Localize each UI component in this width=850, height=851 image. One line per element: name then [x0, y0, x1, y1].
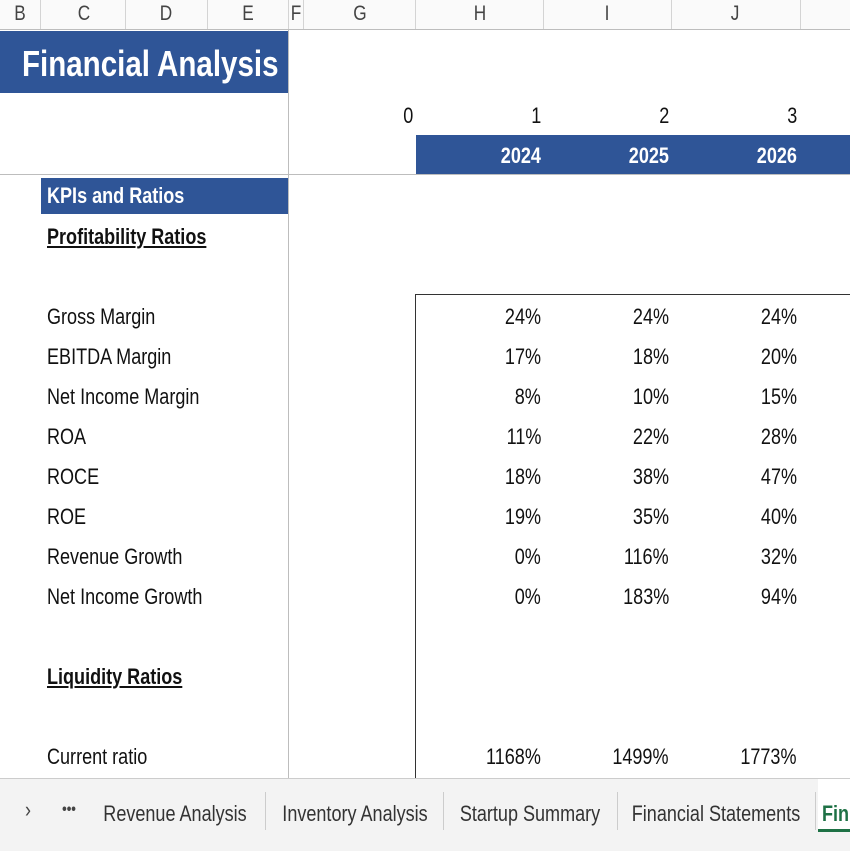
column-divider	[288, 30, 289, 778]
cell-value: 1499%	[612, 744, 669, 769]
sheet-tab[interactable]: Financial Statements	[631, 801, 801, 826]
cell-value: 28%	[760, 424, 797, 449]
tab-separator	[815, 792, 816, 830]
cell-value: 22%	[632, 424, 669, 449]
tab-separator	[443, 792, 444, 830]
cell-value: 47%	[760, 464, 797, 489]
cell-value: 24%	[504, 304, 541, 329]
column-header[interactable]: F	[290, 2, 302, 25]
column-header-bar	[0, 0, 850, 30]
column-header[interactable]: J	[730, 2, 740, 25]
cell-value: 18%	[632, 344, 669, 369]
table-border	[415, 294, 850, 785]
cell-value: 40%	[760, 504, 797, 529]
tab-separator	[265, 792, 266, 830]
tab-bar	[0, 778, 850, 851]
column-separator	[40, 0, 41, 29]
sheet-tab[interactable]: Inventory Analysis	[282, 801, 428, 826]
tab-separator	[617, 792, 618, 830]
cell-value: 94%	[760, 584, 797, 609]
column-separator	[800, 0, 801, 29]
cell-value: 0%	[514, 584, 541, 609]
column-separator	[207, 0, 208, 29]
column-header[interactable]: E	[242, 2, 254, 25]
header-rule	[0, 174, 850, 175]
period-index: 2	[658, 103, 669, 128]
row-label: Revenue Growth	[47, 544, 183, 569]
cell-value: 24%	[632, 304, 669, 329]
row-label: ROA	[47, 424, 87, 449]
section-band	[41, 178, 288, 214]
cell-value: 35%	[632, 504, 669, 529]
column-header[interactable]: B	[14, 2, 26, 25]
column-separator	[543, 0, 544, 29]
cell-value: 116%	[624, 544, 669, 569]
column-header[interactable]: D	[159, 2, 173, 25]
cell-value: 0%	[514, 544, 541, 569]
year-header: 2025	[628, 143, 669, 168]
column-separator	[125, 0, 126, 29]
cell-value: 38%	[632, 464, 669, 489]
year-band	[416, 135, 850, 175]
column-separator	[671, 0, 672, 29]
cell-value: 32%	[760, 544, 797, 569]
period-index: 1	[530, 103, 541, 128]
cell-value: 24%	[760, 304, 797, 329]
cell-value: 19%	[504, 504, 541, 529]
year-header: 2026	[756, 143, 797, 168]
cell-value: 18%	[504, 464, 541, 489]
cell-value: 20%	[760, 344, 797, 369]
row-label: ROE	[47, 504, 87, 529]
column-header[interactable]: G	[353, 2, 367, 25]
cell-value: 10%	[632, 384, 669, 409]
row-label: Net Income Margin	[47, 384, 200, 409]
more-tabs[interactable]: •••	[62, 801, 76, 818]
sheet-tab[interactable]: Startup Summary	[459, 801, 601, 826]
row-label: ROCE	[47, 464, 100, 489]
title-banner	[0, 31, 288, 93]
group-heading: Liquidity Ratios	[47, 664, 183, 689]
cell-value: 1168%	[486, 744, 541, 769]
column-separator	[415, 0, 416, 29]
column-header[interactable]: C	[77, 2, 91, 25]
column-header[interactable]: I	[604, 2, 610, 25]
group-heading: Profitability Ratios	[47, 224, 207, 249]
cell-value: 17%	[504, 344, 541, 369]
period-index: 3	[786, 103, 797, 128]
cell-value: 1773%	[740, 744, 797, 769]
sheet-title: Financial Analysis	[22, 43, 279, 84]
period-index: 0	[402, 103, 413, 128]
row-label: EBITDA Margin	[47, 344, 172, 369]
row-label: Current ratio	[47, 744, 148, 769]
cell-value: 183%	[622, 584, 669, 609]
cell-value: 15%	[760, 384, 797, 409]
active-tab-label[interactable]: Fin	[822, 801, 850, 826]
section-title: KPIs and Ratios	[47, 183, 185, 208]
row-label: Gross Margin	[47, 304, 156, 329]
year-header: 2024	[500, 143, 541, 168]
row-label: Net Income Growth	[47, 584, 203, 609]
cell-value: 11%	[506, 424, 541, 449]
cell-value: 8%	[514, 384, 541, 409]
active-tab[interactable]	[818, 779, 850, 832]
column-separator	[303, 0, 304, 29]
scroll-arrow[interactable]: ›	[24, 797, 31, 822]
column-header[interactable]: H	[473, 2, 487, 25]
sheet-tab[interactable]: Revenue Analysis	[103, 801, 247, 826]
column-separator	[288, 0, 289, 29]
